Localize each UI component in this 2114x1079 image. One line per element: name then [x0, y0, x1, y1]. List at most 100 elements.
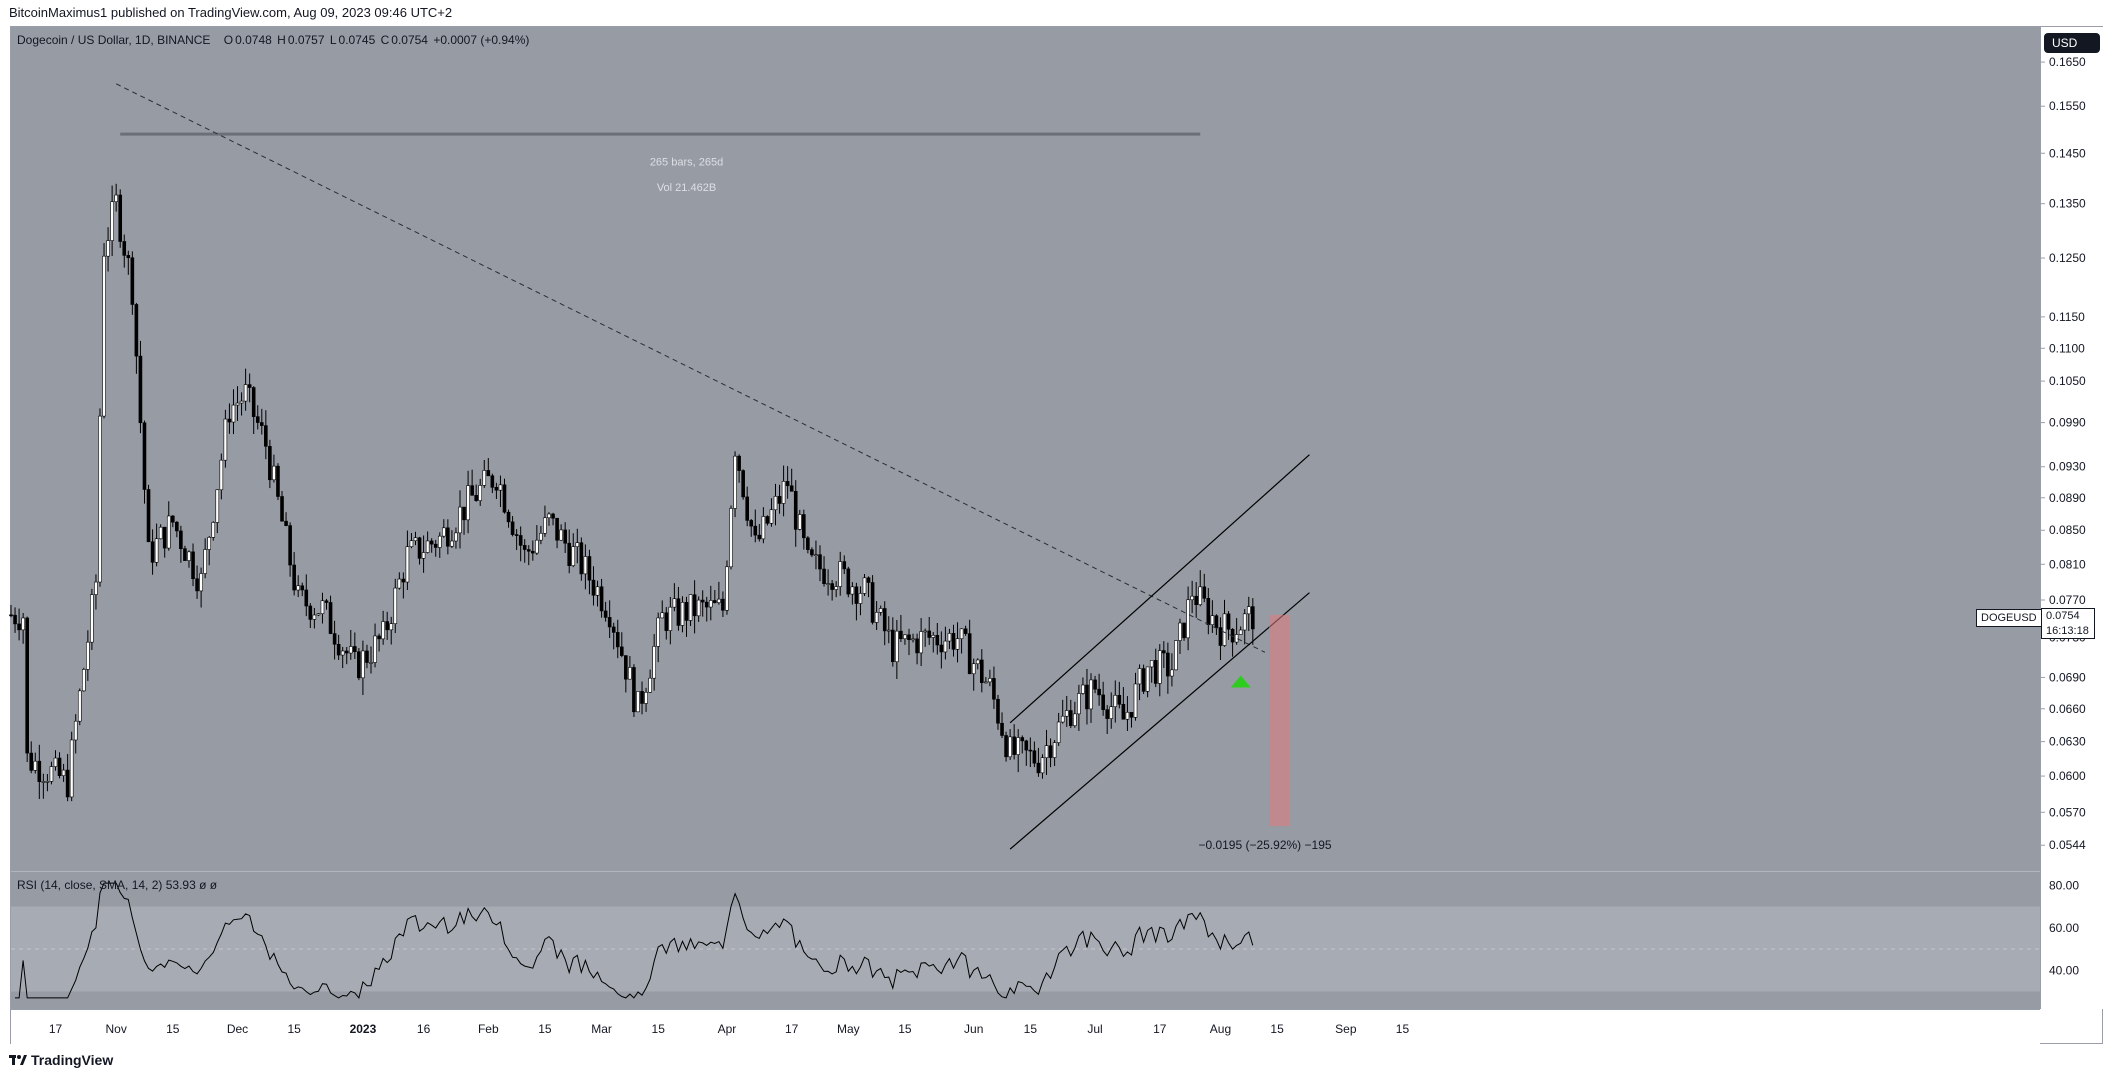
symbol-name: Dogecoin / US Dollar, 1D, BINANCE	[17, 33, 211, 47]
candle-up	[45, 781, 50, 783]
candle-down	[65, 769, 70, 798]
candle-down	[1153, 660, 1158, 684]
candle-up	[239, 400, 244, 404]
currency-button[interactable]: USD	[2044, 33, 2100, 53]
time-tick-label: 17	[785, 1022, 799, 1036]
price-axis[interactable]	[2040, 27, 2103, 1009]
price-tick-label: 0.1150	[2049, 310, 2085, 324]
publisher-line: BitcoinMaximus1 published on TradingView…	[9, 5, 453, 20]
candle-down	[264, 425, 268, 447]
axis-labels: 0.1650 0.1550 0.1450 0.1350 0.1250 0.1150 0.11…	[49, 55, 2086, 1036]
candle-down	[353, 646, 357, 653]
candle-down	[1141, 668, 1146, 692]
candle-up	[878, 608, 883, 613]
price-tick-label: 0.1100	[2049, 341, 2085, 355]
candle-down	[162, 526, 167, 549]
candle-up	[959, 628, 964, 640]
candle-up	[114, 194, 118, 203]
candle-down	[118, 194, 123, 242]
candle-down	[328, 602, 333, 634]
candle-down	[854, 586, 859, 604]
footer-brand[interactable]: TradingView	[9, 1052, 113, 1068]
candles	[9, 183, 1255, 802]
candle-down	[122, 241, 127, 256]
candle-down	[579, 542, 584, 575]
price-tick-label: 0.0544	[2049, 838, 2086, 852]
candle-down	[490, 475, 495, 488]
rsi-line	[15, 882, 1254, 999]
candle-up	[729, 508, 733, 568]
candle-up	[21, 617, 25, 631]
rsi-tick-label: 80.00	[2049, 878, 2079, 892]
candle-up	[895, 630, 899, 663]
candle-down	[615, 632, 620, 648]
candle-down	[567, 542, 572, 566]
candle-up	[49, 766, 54, 782]
candle-up	[838, 561, 843, 587]
candle-down	[1206, 598, 1211, 626]
candle-up	[102, 255, 106, 417]
candle-up	[903, 634, 907, 640]
candle-up	[373, 635, 377, 663]
candle-down	[967, 633, 972, 675]
candle-up	[947, 633, 952, 642]
candle-up	[1073, 713, 1077, 726]
candle-down	[171, 515, 175, 523]
candle-up	[219, 459, 224, 491]
bar-countdown: 16:13:18	[2046, 625, 2089, 637]
candle-down	[818, 554, 822, 570]
candle-down	[624, 655, 628, 680]
candle-down	[753, 525, 758, 536]
time-tick-label: Jul	[1087, 1022, 1102, 1036]
time-axis[interactable]	[11, 1009, 2040, 1044]
price-tick-label: 0.1550	[2049, 99, 2086, 113]
candle-down	[280, 496, 284, 522]
main-price-pane[interactable]	[11, 27, 2040, 871]
time-tick-label: 15	[1270, 1022, 1284, 1036]
candle-down	[268, 446, 272, 481]
rsi-extra-2: ø	[209, 878, 218, 892]
candle-down	[255, 416, 260, 423]
symbol-legend[interactable]: Dogecoin / US Dollar, 1D, BINANCE O 0.074…	[17, 33, 531, 47]
candle-down	[531, 550, 535, 554]
candle-down	[684, 602, 689, 621]
candle-up	[717, 598, 721, 603]
price-tick-label: 0.0570	[2049, 805, 2086, 819]
candle-up	[1081, 684, 1085, 694]
candle-down	[1004, 735, 1008, 758]
candle-up	[814, 554, 818, 556]
price-tick-label: 0.0690	[2049, 670, 2086, 684]
candle-up	[834, 586, 838, 590]
candle-up	[409, 540, 414, 547]
candle-down	[134, 304, 139, 357]
trendlines	[115, 83, 1310, 850]
time-tick-label: May	[837, 1022, 860, 1036]
candle-down	[191, 551, 195, 580]
candle-down	[494, 487, 499, 491]
candle-up	[389, 623, 394, 631]
candle-down	[506, 511, 511, 523]
candle-up	[110, 201, 114, 241]
candle-down	[1085, 684, 1089, 710]
candle-down	[470, 485, 474, 496]
candle-down	[611, 626, 616, 633]
high-value: 0.0757	[287, 33, 325, 47]
candle-down	[292, 564, 296, 591]
candle-up	[648, 677, 652, 693]
candle-up	[393, 587, 398, 624]
price-tick-label: 0.0660	[2049, 702, 2086, 716]
price-tick-label: 0.0810	[2049, 557, 2086, 571]
candle-down	[17, 623, 21, 631]
candle-down	[29, 752, 34, 771]
candle-up	[1178, 622, 1182, 641]
candle-down	[1214, 615, 1219, 628]
candle-up	[442, 527, 446, 537]
candle-down	[757, 534, 762, 540]
candle-up	[672, 598, 677, 608]
candle-up	[1040, 757, 1045, 774]
candle-up	[316, 613, 321, 616]
candle-up	[450, 540, 454, 547]
candle-up	[1109, 706, 1114, 719]
rsi-legend[interactable]: RSI (14, close, SMA, 14, 2) 53.93 ø ø	[17, 878, 217, 892]
candle-down	[1101, 694, 1105, 710]
